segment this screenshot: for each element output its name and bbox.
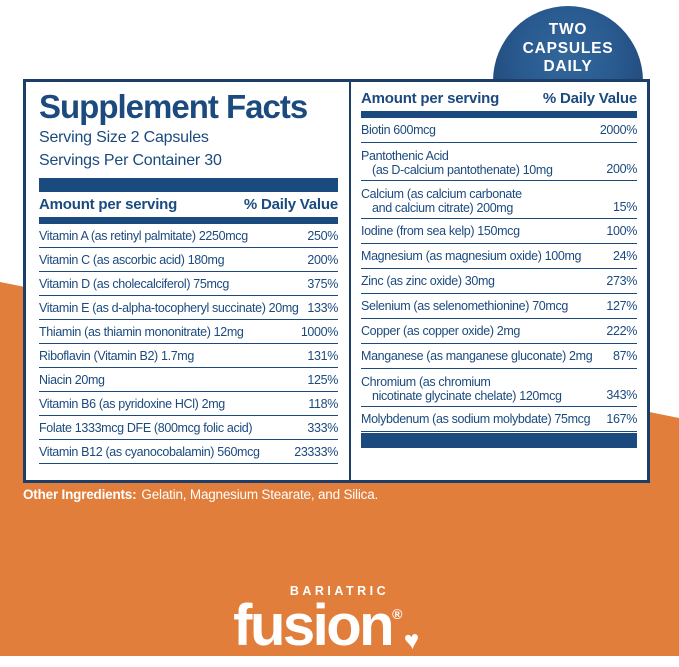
nutrient-name: Manganese (as manganese gluconate) 2mg xyxy=(361,349,593,363)
table-row: Zinc (as zinc oxide) 30mg 273% xyxy=(361,269,637,294)
table-row: Selenium (as selenomethionine) 70mcg 127… xyxy=(361,294,637,319)
table-row: Folate 1333mcg DFE (800mcg folic acid) 3… xyxy=(39,416,338,440)
daily-value-cell: 15% xyxy=(613,200,637,214)
logo-fusion-text: fusion® ♥ xyxy=(0,588,651,662)
amount-per-serving-header: Amount per serving xyxy=(39,196,178,213)
nutrient-name: Magnesium (as magnesium oxide) 100mg xyxy=(361,249,582,263)
nutrient-name: Vitamin B6 (as pyridoxine HCl) 2mg xyxy=(39,396,225,411)
divider-bar xyxy=(361,433,637,448)
daily-value-cell: 273% xyxy=(606,274,637,288)
nutrient-name: Vitamin C (as ascorbic acid) 180mg xyxy=(39,252,225,267)
bariatric-fusion-logo: BARIATRIC fusion® ♥ xyxy=(0,574,651,662)
daily-value-cell: 2000% xyxy=(599,123,638,137)
nutrient-name: Vitamin E (as d-alpha-tocopheryl succina… xyxy=(39,300,299,315)
table-row: Biotin 600mcg 2000% xyxy=(361,118,637,143)
facts-right-column: Amount per serving % Daily Value Biotin … xyxy=(351,82,647,480)
table-row: Magnesium (as magnesium oxide) 100mg 24% xyxy=(361,244,637,269)
daily-value-cell: 200% xyxy=(606,162,637,176)
daily-value-cell: 1000% xyxy=(300,324,339,339)
heart-icon: ♥ xyxy=(402,624,422,656)
table-row: Vitamin B6 (as pyridoxine HCl) 2mg 118% xyxy=(39,392,338,416)
daily-value-cell: 125% xyxy=(307,372,338,387)
daily-value-cell: 375% xyxy=(307,276,338,291)
daily-value-cell: 127% xyxy=(606,299,637,313)
table-row: Pantothenic Acid (as D-calcium pantothen… xyxy=(361,143,637,181)
daily-value-cell: 222% xyxy=(606,324,637,338)
daily-value-cell: 87% xyxy=(613,349,637,363)
amount-per-serving-header: Amount per serving xyxy=(361,90,500,107)
nutrient-name: Folate 1333mcg DFE (800mcg folic acid) xyxy=(39,420,253,435)
table-row: Thiamin (as thiamin mononitrate) 12mg 10… xyxy=(39,320,338,344)
table-row: Manganese (as manganese gluconate) 2mg 8… xyxy=(361,344,637,369)
left-column-header: Amount per serving % Daily Value xyxy=(39,192,338,217)
right-nutrient-rows: Biotin 600mcg 2000% Pantothenic Acid (as… xyxy=(361,118,637,432)
nutrient-name: Iodine (from sea kelp) 150mcg xyxy=(361,224,520,238)
table-row: Copper (as copper oxide) 2mg 222% xyxy=(361,319,637,344)
supplement-facts-panel: Supplement Facts Serving Size 2 Capsules… xyxy=(23,79,650,483)
nutrient-name: Zinc (as zinc oxide) 30mg xyxy=(361,274,495,288)
table-row: Iodine (from sea kelp) 150mcg 100% xyxy=(361,219,637,244)
daily-value-cell: 167% xyxy=(606,412,637,426)
right-column-header: Amount per serving % Daily Value xyxy=(361,86,637,111)
badge-text: TWO CAPSULES DAILY xyxy=(493,6,643,77)
nutrient-name: Selenium (as selenomethionine) 70mcg xyxy=(361,299,568,313)
badge-line-1: TWO xyxy=(548,21,588,38)
serving-size: Serving Size 2 Capsules xyxy=(39,129,209,146)
daily-value-header: % Daily Value xyxy=(243,196,338,213)
table-row: Vitamin B12 (as cyanocobalamin) 560mcg 2… xyxy=(39,440,338,464)
table-row: Molybdenum (as sodium molybdate) 75mcg 1… xyxy=(361,407,637,432)
divider-bar xyxy=(39,217,338,224)
divider-bar xyxy=(361,111,637,118)
nutrient-name: Vitamin A (as retinyl palmitate) 2250mcg xyxy=(39,228,248,243)
nutrient-name: Thiamin (as thiamin mononitrate) 12mg xyxy=(39,324,244,339)
table-row: Vitamin E (as d-alpha-tocopheryl succina… xyxy=(39,296,338,320)
daily-value-cell: 200% xyxy=(307,252,338,267)
daily-value-cell: 133% xyxy=(307,300,338,315)
divider-bar xyxy=(39,178,338,192)
daily-value-cell: 131% xyxy=(307,348,338,363)
table-row: Riboflavin (Vitamin B2) 1.7mg 131% xyxy=(39,344,338,368)
supplement-facts-title: Supplement Facts xyxy=(39,88,308,125)
servings-per-container: Servings Per Container 30 xyxy=(39,152,222,169)
logo-fusion-word: fusion xyxy=(233,593,394,658)
daily-value-cell: 333% xyxy=(307,420,338,435)
facts-left-column: Supplement Facts Serving Size 2 Capsules… xyxy=(26,82,351,480)
daily-value-cell: 24% xyxy=(613,249,637,263)
nutrient-name: Pantothenic Acid (as D-calcium pantothen… xyxy=(361,149,553,177)
nutrient-name: Vitamin B12 (as cyanocobalamin) 560mcg xyxy=(39,444,260,459)
nutrient-name: Biotin 600mcg xyxy=(361,123,436,137)
registered-trademark-icon: ® xyxy=(392,606,403,622)
table-row: Niacin 20mg 125% xyxy=(39,368,338,392)
daily-value-cell: 100% xyxy=(606,224,637,238)
table-row: Chromium (as chromium nicotinate glycina… xyxy=(361,369,637,407)
table-row: Calcium (as calcium carbonate and calciu… xyxy=(361,181,637,219)
nutrient-name: Chromium (as chromium nicotinate glycina… xyxy=(361,375,562,403)
daily-value-cell: 343% xyxy=(606,388,637,402)
table-row: Vitamin C (as ascorbic acid) 180mg 200% xyxy=(39,248,338,272)
nutrient-name: Calcium (as calcium carbonate and calciu… xyxy=(361,187,522,215)
other-ingredients-label: Other Ingredients: xyxy=(23,487,137,502)
daily-value-cell: 250% xyxy=(307,228,338,243)
nutrient-name: Vitamin D (as cholecalciferol) 75mcg xyxy=(39,276,230,291)
table-row: Vitamin A (as retinyl palmitate) 2250mcg… xyxy=(39,224,338,248)
nutrient-name: Copper (as copper oxide) 2mg xyxy=(361,324,521,338)
daily-value-header: % Daily Value xyxy=(542,90,637,107)
logo-bariatric-text: BARIATRIC xyxy=(289,584,390,598)
table-row: Vitamin D (as cholecalciferol) 75mcg 375… xyxy=(39,272,338,296)
nutrient-name: Niacin 20mg xyxy=(39,372,105,387)
nutrient-name: Molybdenum (as sodium molybdate) 75mcg xyxy=(361,412,591,426)
badge-line-2: CAPSULES xyxy=(522,39,614,57)
badge-line-3: DAILY xyxy=(543,58,593,75)
left-nutrient-rows: Vitamin A (as retinyl palmitate) 2250mcg… xyxy=(39,224,338,464)
nutrient-name: Riboflavin (Vitamin B2) 1.7mg xyxy=(39,348,194,363)
daily-value-cell: 118% xyxy=(308,396,338,411)
daily-value-cell: 23333% xyxy=(294,444,338,459)
other-ingredients: Other Ingredients: Gelatin, Magnesium Ste… xyxy=(23,487,378,502)
other-ingredients-text: Gelatin, Magnesium Stearate, and Silica. xyxy=(141,487,379,502)
